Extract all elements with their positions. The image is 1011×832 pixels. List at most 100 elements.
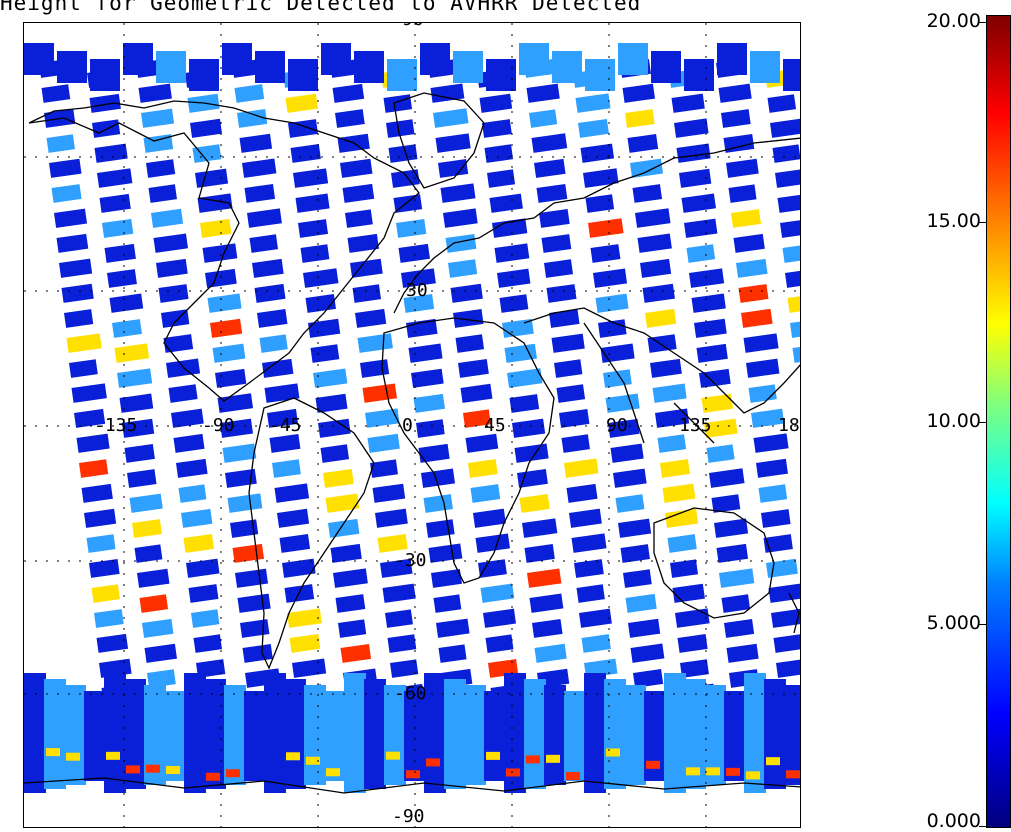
swath-patch [721,594,751,613]
swath-patch [426,519,455,538]
swath-patch [647,334,677,353]
swath-patch [576,584,605,603]
swath-patch [662,483,696,503]
swath-patch [137,568,170,588]
colorbar-tickmark [979,22,986,23]
swath-patch [354,308,387,328]
swath-patch [290,144,321,163]
polar-patch [644,691,666,781]
swath-patch [173,433,205,453]
swath-patch [107,269,137,288]
polar-patch [264,673,286,793]
swath-patch [539,208,570,228]
swath-patch [701,393,734,413]
swath-patch [760,509,791,528]
swath-patch [435,133,471,153]
swath-patch [303,268,339,288]
swath-patch [544,259,574,278]
swath-patch [689,268,725,288]
lon-label-minus90: -90 [202,415,235,436]
swath-patch [335,109,365,128]
polar-hot-patch [546,754,560,763]
swath-patch [684,59,714,91]
swath-patch [630,643,665,663]
swath-patch [352,284,382,303]
coastline-antarctica [24,777,800,794]
polar-hot-patch [326,768,340,777]
swath-patch [338,619,367,638]
swath-patch [401,268,436,288]
swath-patch [484,144,514,163]
swath-patch [212,343,246,363]
coastline-north-america [28,100,420,402]
swath-patch [225,468,257,488]
swath-patch [671,93,705,113]
polar-patch [284,679,306,789]
swath-patch [360,359,390,378]
swath-patch [403,293,435,313]
swath-patch [420,468,456,488]
swath-patch [104,243,136,263]
swath-patch [573,559,604,578]
swath-patch [193,634,222,653]
swath-patch [494,243,530,263]
swath-patch [318,418,351,438]
swath-patch [114,343,150,363]
swath-patch [287,608,322,628]
swath-patch [413,393,445,413]
swath-patch [176,458,208,478]
coastlines [24,92,800,794]
swath-patch [217,393,254,413]
swath-patch [386,119,415,138]
swath-patch [388,144,418,163]
swath-patch [433,594,462,613]
swath-patch [652,383,687,403]
swath-patch [571,533,607,553]
swath-patch [185,558,220,578]
swath-patch [483,608,517,628]
swath-patch [262,358,294,378]
swath-patch [76,433,110,453]
swath-patch [293,168,329,188]
swath-patch [578,118,609,138]
swath-patch [624,109,655,128]
swath-patch [630,158,664,178]
swath-patch [289,633,321,653]
swath-patch [156,51,186,83]
polar-hot-patch [126,765,140,774]
polar-patch [244,691,266,781]
swath-patch [190,118,223,138]
swath-patch [585,59,615,91]
lon-label-minus45: -45 [269,415,302,436]
swath-patch [568,508,602,528]
swath-patch [420,43,450,75]
swath-patch [232,543,265,563]
swath-patch [119,393,154,413]
swath-patch [333,568,368,588]
swath-patch [541,234,572,253]
swath-patch [374,508,408,528]
swath-patch [71,383,107,403]
colorbar-tickmark [979,422,986,423]
swath-patch [411,368,444,388]
swath-patch [756,458,788,478]
polar-patch [384,685,406,785]
swath-patch [509,394,540,413]
swath-patch [332,83,365,103]
polar-patch [124,679,146,789]
swath-patch [151,208,184,228]
swath-patch [242,644,273,663]
swath-patch [549,309,580,328]
swath-patch [91,584,120,603]
swath-patch [141,108,175,128]
swath-patch [674,118,709,138]
swath-patch [166,358,201,378]
swath-patch [292,658,327,678]
swath-patch [158,284,189,303]
polar-hot-patch [426,758,440,767]
swath-patch [581,634,611,653]
swath-patch [617,518,652,538]
swath-patch [153,233,189,253]
lon-label-0: 0 [402,415,413,436]
swath-patch [210,318,243,338]
